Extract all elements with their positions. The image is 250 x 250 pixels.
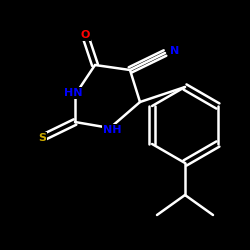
Text: HN: HN [64, 88, 82, 98]
Text: NH: NH [103, 125, 121, 135]
Text: N: N [170, 46, 179, 56]
Text: O: O [80, 30, 90, 40]
Text: S: S [38, 133, 46, 143]
